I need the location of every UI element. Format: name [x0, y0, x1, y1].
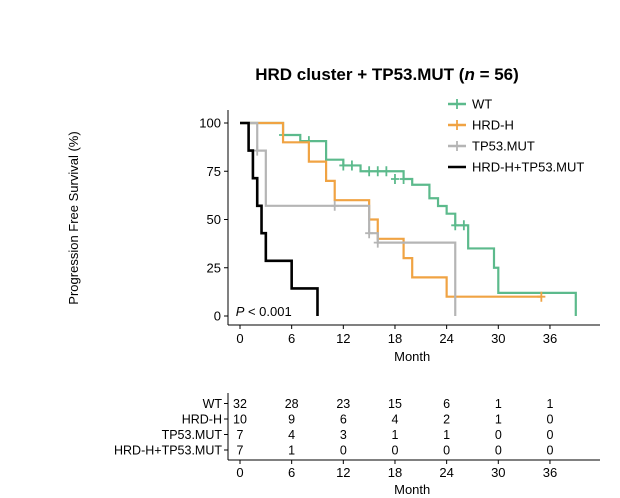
risk-count: 2 [443, 413, 450, 427]
risk-count: 10 [233, 413, 247, 427]
y-tick-label: 50 [207, 212, 221, 227]
risk-x-tick-label: 30 [491, 465, 505, 480]
risk-count: 1 [495, 397, 502, 411]
censor-mark [253, 145, 262, 156]
risk-x-tick-label: 0 [236, 465, 243, 480]
x-tick-label: 6 [288, 331, 295, 346]
risk-count: 1 [443, 428, 450, 442]
risk-count: 0 [443, 444, 450, 458]
censor-mark [373, 237, 382, 248]
risk-count: 0 [546, 428, 553, 442]
legend-entry: TP53.MUT [472, 139, 535, 154]
series-line-wt [240, 121, 577, 316]
x-tick-label: 30 [491, 331, 505, 346]
y-tick-label: 0 [214, 309, 221, 324]
risk-count: 0 [340, 444, 347, 458]
censor-mark [382, 166, 391, 177]
legend-entry: HRD-H [472, 118, 514, 133]
risk-count: 9 [288, 413, 295, 427]
plot-area: 0 25 50 75 100 0 6 12 18 24 30 36 Month P < 0.001 [199, 110, 600, 364]
risk-count: 0 [495, 444, 502, 458]
risk-count: 4 [288, 428, 295, 442]
risk-count: 1 [546, 397, 553, 411]
x-tick-label: 18 [388, 331, 402, 346]
censor-mark [347, 160, 356, 171]
risk-x-tick-label: 12 [336, 465, 350, 480]
risk-count: 1 [495, 413, 502, 427]
risk-count: 0 [495, 428, 502, 442]
censor-mark [537, 291, 546, 302]
x-tick-label: 36 [543, 331, 557, 346]
x-tick-label: 24 [439, 331, 453, 346]
risk-count: 4 [392, 413, 399, 427]
risk-count: 6 [340, 413, 347, 427]
risk-count: 3 [340, 428, 347, 442]
risk-x-tick-label: 36 [543, 465, 557, 480]
risk-count: 6 [443, 397, 450, 411]
censor-mark [373, 166, 382, 177]
censor-mark [365, 228, 374, 239]
censor-mark [339, 160, 348, 171]
y-tick-label: 100 [199, 116, 221, 131]
censor-mark [330, 200, 339, 211]
risk-count: 0 [546, 444, 553, 458]
censor-mark [365, 166, 374, 177]
risk-x-tick-label: 18 [388, 465, 402, 480]
risk-count: 15 [388, 397, 402, 411]
series-line-hrd-h-tp53-mut [240, 121, 319, 316]
risk-count: 28 [285, 397, 299, 411]
legend: WT HRD-H TP53.MUT HRD-H+TP53.MUT [448, 97, 584, 175]
series-line-tp53-mut [240, 121, 457, 316]
risk-row-label: HRD-H+TP53.MUT [114, 444, 222, 458]
risk-count: 0 [392, 444, 399, 458]
risk-row-label: HRD-H [182, 413, 222, 427]
y-tick-label: 25 [207, 260, 221, 275]
censor-mark [399, 173, 408, 184]
risk-count: 7 [237, 428, 244, 442]
censor-mark [451, 220, 460, 231]
censor-mark [459, 220, 468, 231]
x-tick-label: 0 [236, 331, 243, 346]
risk-count: 32 [233, 397, 247, 411]
x-axis-label: Month [394, 349, 430, 364]
risk-x-tick-label: 6 [288, 465, 295, 480]
risk-x-tick-label: 24 [439, 465, 453, 480]
censor-mark [390, 173, 399, 184]
p-value-annotation: P < 0.001 [236, 304, 292, 319]
legend-entry: HRD-H+TP53.MUT [472, 160, 584, 175]
risk-count: 7 [237, 444, 244, 458]
x-tick-label: 12 [336, 331, 350, 346]
y-axis-label: Progression Free Survival (%) [66, 131, 81, 304]
risk-count: 1 [288, 444, 295, 458]
chart-title: HRD cluster + TP53.MUT (n = 56) [255, 65, 519, 84]
risk-count: 23 [336, 397, 350, 411]
risk-count: 0 [546, 413, 553, 427]
y-tick-label: 75 [207, 164, 221, 179]
risk-count: 1 [392, 428, 399, 442]
risk-row-label: WT [203, 397, 223, 411]
risk-x-axis-label: Month [394, 482, 430, 497]
risk-row-label: TP53.MUT [162, 428, 223, 442]
legend-entry: WT [472, 97, 492, 112]
